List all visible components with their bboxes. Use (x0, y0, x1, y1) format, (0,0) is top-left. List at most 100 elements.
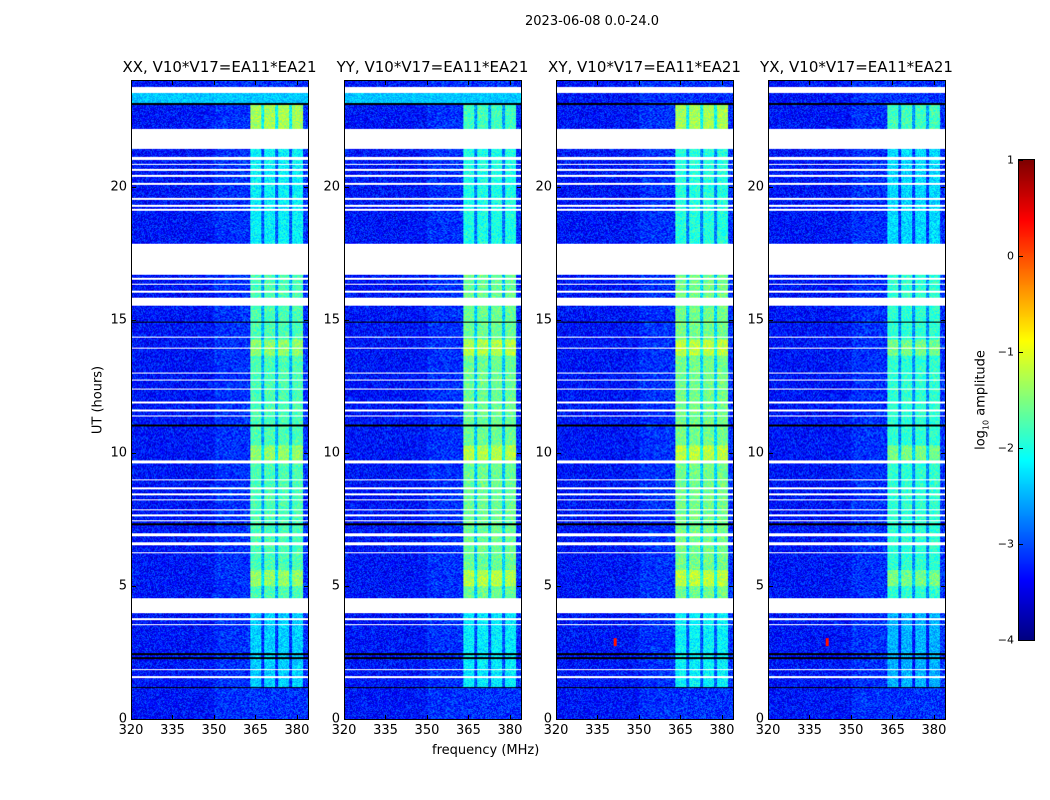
y-tick (517, 585, 522, 587)
x-tick (768, 715, 769, 720)
x-tick (296, 715, 298, 720)
y-tick-label: 10 (323, 445, 340, 461)
y-tick (768, 719, 773, 720)
x-tick-label: 335 (160, 723, 185, 738)
x-tick-label: 335 (585, 723, 610, 738)
colorbar-tick (1019, 448, 1023, 449)
x-tick (850, 715, 852, 720)
heatmap-image (132, 81, 308, 719)
x-tick (850, 80, 852, 85)
x-tick (556, 80, 557, 85)
x-tick (892, 80, 894, 85)
y-tick-label: 5 (543, 578, 552, 594)
y-tick-label: 15 (535, 312, 552, 328)
y-tick (131, 452, 136, 454)
x-tick-label: 350 (414, 723, 440, 738)
colorbar-tick (1019, 352, 1023, 353)
y-tick (768, 452, 773, 454)
y-tick-label: 0 (331, 711, 340, 727)
y-tick-label: 10 (747, 445, 764, 461)
y-tick (131, 719, 136, 720)
x-tick (721, 80, 723, 85)
y-tick-label: 20 (535, 179, 552, 194)
y-tick-label: 0 (543, 711, 552, 727)
colorbar-tick (1019, 544, 1023, 545)
x-tick-label: 350 (201, 723, 227, 738)
y-tick (941, 452, 946, 454)
x-tick (385, 715, 387, 720)
x-tick (933, 715, 935, 720)
figure-title: 2023-06-08 0.0-24.0 (525, 14, 659, 29)
x-tick (680, 80, 682, 85)
x-tick (809, 715, 811, 720)
x-tick-label: 320 (118, 723, 144, 738)
heatmap-panel-1 (344, 80, 522, 720)
x-tick (509, 715, 511, 720)
colorbar-label: log10 amplitude (973, 350, 991, 450)
y-tick (768, 319, 773, 321)
y-tick (941, 186, 946, 188)
x-tick (768, 80, 769, 85)
x-tick (213, 80, 215, 85)
y-tick (304, 319, 309, 321)
x-tick-label: 320 (755, 723, 781, 738)
x-tick-label: 320 (331, 723, 357, 738)
colorbar-tick-label: −2 (997, 441, 1014, 455)
heatmap-image (557, 81, 733, 719)
x-tick-label: 380 (497, 723, 523, 738)
colorbar-tick (1019, 256, 1023, 257)
y-tick (556, 186, 561, 188)
y-tick (517, 319, 522, 321)
x-tick (597, 80, 599, 85)
y-tick (131, 186, 136, 188)
y-tick-label: 15 (110, 312, 127, 328)
colorbar-tick-label: −4 (997, 633, 1014, 647)
y-tick-label: 20 (747, 179, 764, 194)
y-tick-label: 20 (110, 179, 127, 194)
x-tick-label: 350 (626, 723, 652, 738)
colorbar-tick-label: −3 (997, 537, 1014, 551)
x-tick (344, 80, 345, 85)
x-tick (933, 80, 935, 85)
y-tick (344, 452, 349, 454)
x-tick (468, 80, 470, 85)
x-tick (809, 80, 811, 85)
y-tick (556, 585, 561, 587)
y-tick-label: 5 (331, 578, 340, 594)
x-tick-label: 365 (243, 723, 268, 738)
x-tick (509, 80, 511, 85)
y-tick-label: 15 (323, 312, 340, 328)
y-tick (729, 585, 734, 587)
y-tick-label: 10 (110, 445, 127, 461)
colorbar-tick (1019, 640, 1023, 641)
y-tick (304, 719, 309, 720)
y-tick (517, 186, 522, 188)
x-tick (172, 715, 174, 720)
x-tick (172, 80, 174, 85)
y-tick-label: 10 (535, 445, 552, 461)
colorbar-tick (1019, 160, 1023, 161)
x-tick (680, 715, 682, 720)
y-tick-label: 5 (755, 578, 764, 594)
y-tick (344, 319, 349, 321)
y-tick (131, 585, 136, 587)
y-tick (304, 585, 309, 587)
panel-title: YX, V10*V17=EA11*EA21 (760, 58, 953, 76)
x-tick-label: 365 (668, 723, 693, 738)
y-tick-label: 0 (755, 711, 764, 727)
x-tick (597, 715, 599, 720)
y-tick (729, 452, 734, 454)
y-tick-label: 0 (118, 711, 127, 727)
colorbar-tick-label: 0 (1007, 249, 1014, 263)
y-tick-label: 20 (323, 179, 340, 194)
x-tick-label: 350 (838, 723, 864, 738)
y-tick (941, 319, 946, 321)
x-tick-label: 320 (543, 723, 569, 738)
heatmap-image (769, 81, 945, 719)
y-tick (556, 319, 561, 321)
y-tick (344, 585, 349, 587)
x-tick-label: 380 (284, 723, 310, 738)
y-tick (304, 186, 309, 188)
colorbar (1018, 159, 1035, 641)
x-tick-label: 380 (921, 723, 947, 738)
